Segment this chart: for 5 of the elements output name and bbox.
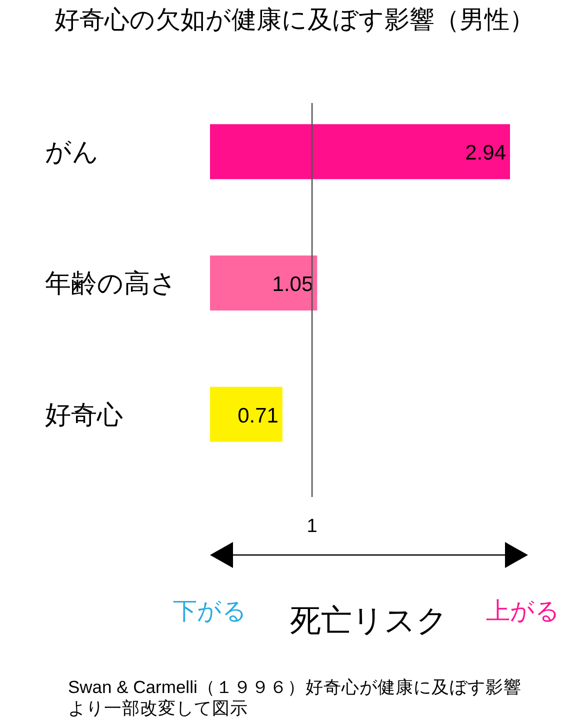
- title: 好奇心の欠如が健康に及ぼす影響（男性）: [54, 5, 534, 34]
- annotation: Swan & Carmelli（１９９６）好奇心が健康に及ぼす影響より一部改変して図示: [68, 677, 522, 718]
- annotation: 下がる: [173, 597, 247, 625]
- xlabel: 死亡リスク: [290, 603, 448, 639]
- annotation: 上がる: [486, 597, 560, 625]
